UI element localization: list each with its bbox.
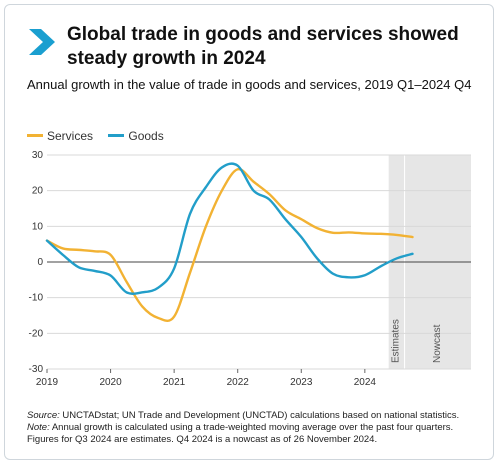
line-chart: 30 20 10 0 -10 -20 -30 2019 2020 2021 2022 2023 2024… <box>29 150 471 388</box>
source-note: Source: UNCTADstat; UN Trade and Develop… <box>27 410 487 422</box>
x-tick-label: 2021 <box>163 377 186 388</box>
source-label: Source: <box>27 410 60 421</box>
y-tick-label: 0 <box>37 257 43 268</box>
legend-label-goods: Goods <box>128 128 164 143</box>
series-line-goods <box>45 162 414 295</box>
x-tick-label: 2023 <box>290 377 313 388</box>
y-tick-label: 20 <box>32 186 44 197</box>
y-tick-label: -10 <box>29 293 44 304</box>
methodology-note: Note: Annual growth is calculated using … <box>27 422 487 446</box>
x-tick-label: 2020 <box>99 377 122 388</box>
y-tick-label: 10 <box>32 221 44 232</box>
x-tick-label: 2019 <box>36 377 59 388</box>
chevron-right-icon <box>29 29 55 55</box>
chart-notes: Source: UNCTADstat; UN Trade and Develop… <box>27 410 487 446</box>
nowcast-label: Nowcast <box>432 324 443 363</box>
estimates-label: Estimates <box>391 319 402 363</box>
note-label: Note: <box>27 422 50 433</box>
legend-swatch-services <box>27 134 43 137</box>
note-text: Annual growth is calculated using a trad… <box>27 422 454 445</box>
chart-card: Global trade in goods and services showe… <box>4 4 494 460</box>
legend-label-services: Services <box>47 128 94 143</box>
chart-subtitle: Annual growth in the value of trade in g… <box>27 77 472 92</box>
chart-legend: Services Goods <box>27 126 176 143</box>
y-tick-label: 30 <box>32 150 44 161</box>
page-title: Global trade in goods and services showe… <box>67 24 459 69</box>
y-tick-label: -30 <box>29 364 44 375</box>
legend-item-services: Services <box>27 129 93 143</box>
legend-item-goods: Goods <box>108 128 164 143</box>
legend-swatch-goods <box>108 134 125 137</box>
source-text: UNCTADstat; UN Trade and Development (UN… <box>59 410 460 421</box>
x-tick-label: 2022 <box>227 377 250 388</box>
series-line-services <box>45 168 414 322</box>
y-tick-label: -20 <box>29 328 44 339</box>
x-tick-label: 2024 <box>354 377 377 388</box>
